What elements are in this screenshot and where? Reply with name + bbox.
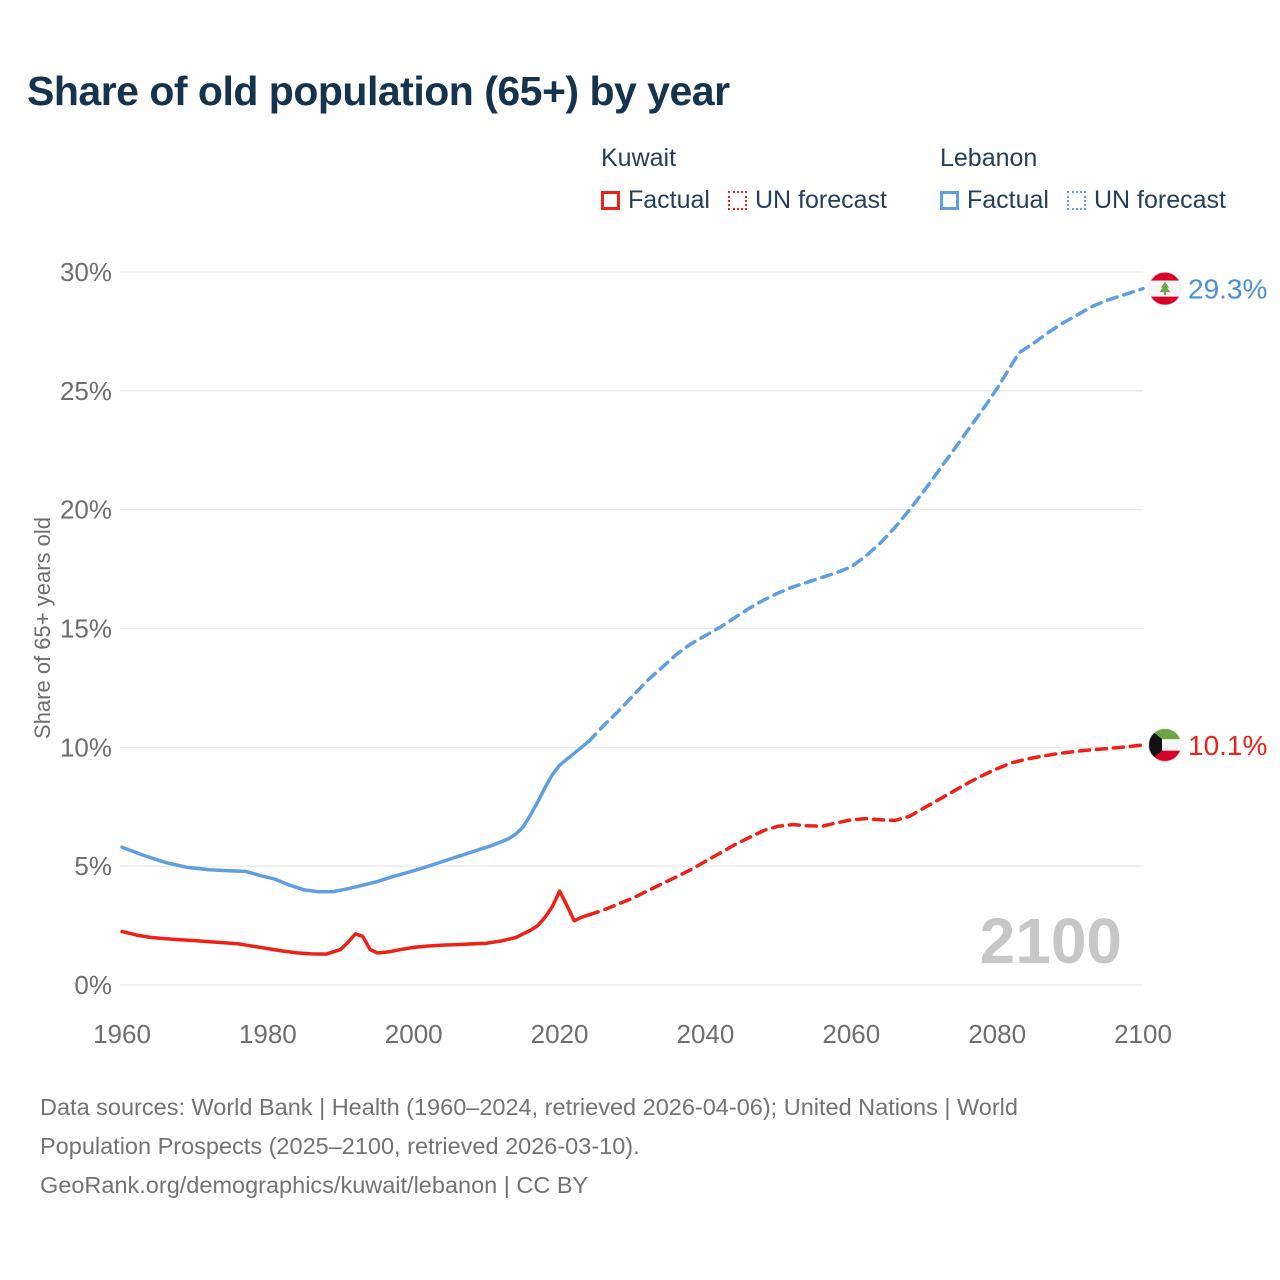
series-kuwait-un-forecast [586, 743, 1145, 917]
dotted-swatch-icon [1066, 191, 1086, 210]
x-tick-label: 2060 [822, 1019, 880, 1049]
legend-group-title-kuwait: Kuwait [601, 144, 677, 172]
x-tick-label: 1980 [239, 1019, 297, 1049]
x-tick-label: 2020 [531, 1019, 589, 1049]
x-tick-label: 2000 [385, 1019, 443, 1049]
footer-line: Population Prospects (2025–2100, retriev… [40, 1133, 640, 1159]
legend-item-kuwait-factual[interactable]: Factual [601, 186, 710, 215]
legend-item-label: UN forecast [754, 186, 887, 214]
series-lebanon-factual [120, 739, 591, 894]
legend-item-label: Factual [628, 186, 710, 214]
series-lebanon-un-forecast [586, 286, 1145, 744]
legend-item-label: UN forecast [1093, 186, 1226, 214]
legend-group-kuwait: Kuwait Factual UN forecast [601, 144, 887, 215]
x-tick-label: 2080 [968, 1019, 1026, 1049]
y-tick-label: 5% [74, 851, 112, 881]
dotted-swatch-icon [727, 191, 747, 210]
data-source-note: Data sources: World Bank | Health (1960–… [40, 1088, 1170, 1205]
y-axis-title: Share of 65+ years old [30, 517, 55, 739]
legend-item-lebanon-factual[interactable]: Factual [940, 186, 1049, 215]
end-value-label: 29.3% [1188, 274, 1267, 305]
y-tick-label: 25% [60, 376, 112, 406]
x-tick-label: 1960 [93, 1019, 151, 1049]
legend-group-lebanon: Lebanon Factual UN forecast [940, 144, 1226, 215]
y-tick-label: 20% [60, 495, 112, 525]
legend-item-lebanon-forecast[interactable]: UN forecast [1066, 186, 1226, 215]
end-value-label: 10.1% [1188, 730, 1267, 761]
y-tick-label: 15% [60, 614, 112, 644]
lebanon-flag-icon [1148, 272, 1182, 306]
y-tick-label: 10% [60, 732, 112, 762]
series-kuwait-factual [120, 889, 591, 956]
legend-item-kuwait-forecast[interactable]: UN forecast [727, 186, 887, 215]
y-tick-label: 30% [60, 257, 112, 287]
x-tick-label: 2040 [677, 1019, 735, 1049]
footer-line: Data sources: World Bank | Health (1960–… [40, 1094, 1018, 1120]
footer-line: GeoRank.org/demographics/kuwait/lebanon … [40, 1172, 589, 1198]
x-tick-label: 2100 [1114, 1019, 1172, 1049]
kuwait-flag-icon [1148, 728, 1182, 762]
legend-group-title-lebanon: Lebanon [940, 144, 1038, 172]
solid-swatch-icon [940, 191, 959, 210]
page-title: Share of old population (65+) by year [27, 68, 730, 114]
y-tick-label: 0% [74, 970, 112, 1000]
solid-swatch-icon [601, 191, 620, 210]
legend-item-label: Factual [967, 186, 1049, 214]
year-watermark: 2100 [980, 905, 1122, 977]
